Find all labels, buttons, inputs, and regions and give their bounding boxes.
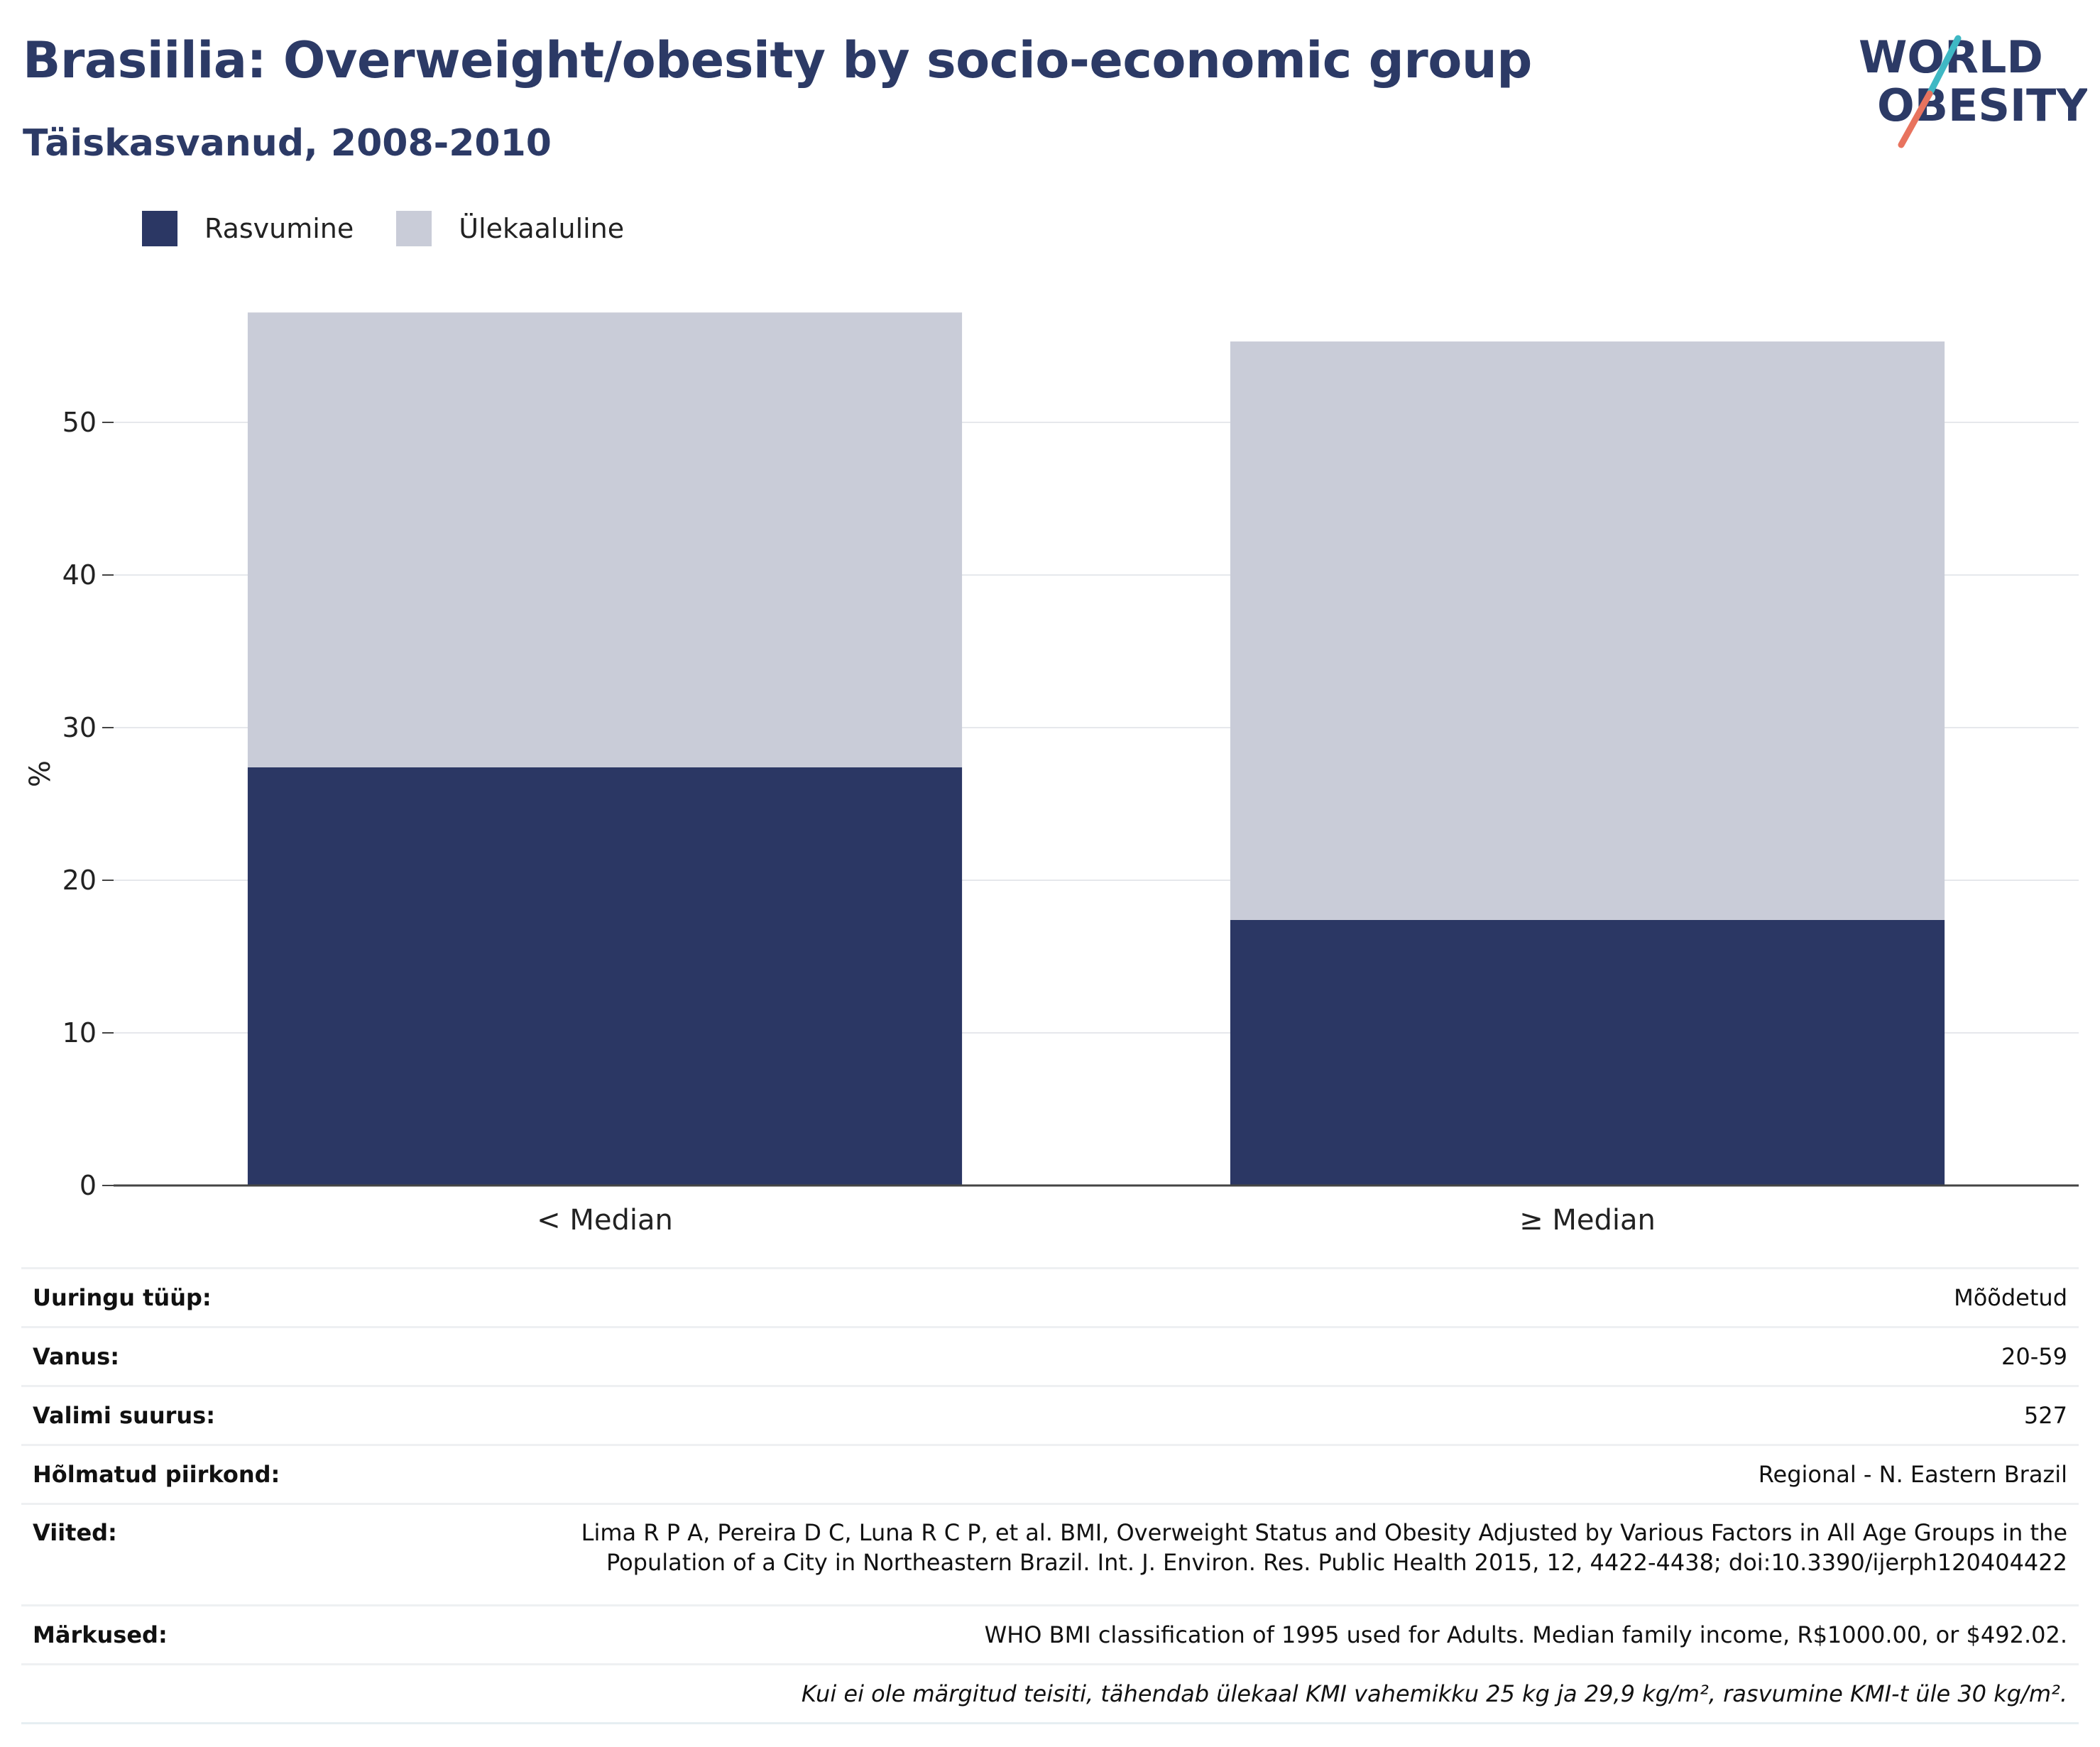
- info-value: Lima R P A, Pereira D C, Luna R C P, et …: [541, 1503, 2079, 1606]
- info-row-age: Vanus: 20-59: [21, 1326, 2079, 1386]
- y-tick-label: 30: [62, 712, 97, 743]
- bar-overweight-1[interactable]: [1230, 341, 1945, 920]
- info-value: 20-59: [541, 1326, 2079, 1386]
- y-tick-label: 10: [62, 1017, 97, 1048]
- x-category-label: ≥ Median: [1519, 1204, 1656, 1237]
- y-tick-label: 40: [62, 559, 97, 591]
- info-key: Vanus:: [21, 1326, 541, 1386]
- bar-obesity-1[interactable]: [1230, 919, 1945, 1185]
- bar-obesity-0[interactable]: [247, 767, 963, 1185]
- world-obesity-logo: WORLD OBESITY: [1859, 31, 2087, 148]
- info-table: Uuringu tüüp: Mõõdetud Vanus: 20-59 Vali…: [21, 1267, 2079, 1724]
- page-subtitle: Täiskasvanud, 2008-2010: [23, 122, 552, 165]
- page-title: Brasiilia: Overweight/obesity by socio-e…: [23, 31, 1532, 89]
- reference-line-1: Lima R P A, Pereira D C, Luna R C P, et …: [581, 1519, 2067, 1546]
- info-key: Uuringu tüüp:: [21, 1267, 541, 1327]
- info-value: WHO BMI classification of 1995 used for …: [541, 1604, 2079, 1665]
- x-category-label: < Median: [537, 1204, 673, 1237]
- chart-legend: Rasvumine Ülekaaluline: [142, 210, 667, 247]
- legend-swatch-obesity: [142, 211, 177, 246]
- x-axis-labels: < Median ≥ Median: [537, 1204, 1656, 1237]
- reference-line-2: Population of a City in Northeastern Bra…: [606, 1549, 2067, 1576]
- legend-swatch-overweight: [396, 211, 432, 246]
- info-key: Viited:: [21, 1503, 541, 1606]
- info-row-region: Hõlmatud piirkond: Regional - N. Eastern…: [21, 1444, 2079, 1504]
- info-key: Valimi suurus:: [21, 1385, 541, 1445]
- legend-label-obesity: Rasvumine: [204, 213, 354, 244]
- info-row-survey-type: Uuringu tüüp: Mõõdetud: [21, 1267, 2079, 1327]
- stacked-bar-chart: 0 10 20 30 40 50 < Median ≥ Median %: [24, 312, 2079, 1237]
- legend-item-overweight[interactable]: Ülekaaluline: [396, 211, 624, 246]
- y-axis-ticks: 0 10 20 30 40 50: [62, 407, 114, 1201]
- info-value: 527: [541, 1385, 2079, 1445]
- info-value: Mõõdetud: [541, 1267, 2079, 1327]
- info-row-notes: Märkused: WHO BMI classification of 1995…: [21, 1604, 2079, 1665]
- y-tick-label: 50: [62, 407, 97, 438]
- info-key: Märkused:: [21, 1604, 541, 1665]
- y-tick-label: 20: [62, 865, 97, 896]
- logo-slash-coral: [1898, 90, 1933, 148]
- info-key: Hõlmatud piirkond:: [21, 1444, 541, 1504]
- logo-slash-teal: [1926, 35, 1962, 97]
- info-row-sample-size: Valimi suurus: 527: [21, 1385, 2079, 1445]
- y-axis-label: %: [24, 760, 57, 787]
- bars: [247, 312, 1945, 1185]
- y-tick-label: 0: [80, 1170, 97, 1201]
- info-value: Regional - N. Eastern Brazil: [541, 1444, 2079, 1504]
- bar-overweight-0[interactable]: [247, 312, 963, 767]
- legend-label-overweight: Ülekaaluline: [459, 213, 625, 244]
- info-row-footnote: Kui ei ole märgitud teisiti, tähendab ül…: [21, 1663, 2079, 1724]
- info-row-references: Viited: Lima R P A, Pereira D C, Luna R …: [21, 1503, 2079, 1606]
- footnote: Kui ei ole märgitud teisiti, tähendab ül…: [21, 1663, 2079, 1724]
- legend-item-obesity[interactable]: Rasvumine: [142, 211, 354, 246]
